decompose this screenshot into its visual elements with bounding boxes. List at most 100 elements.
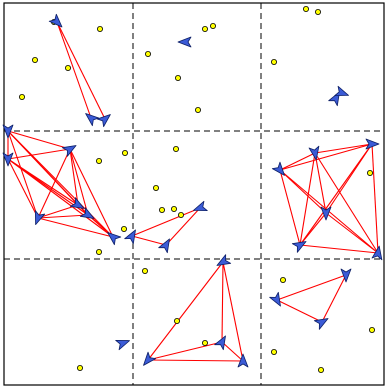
edge-line [321, 274, 347, 323]
edge-line [165, 207, 201, 246]
agent-marker [313, 318, 329, 330]
point-marker [177, 211, 184, 218]
agent-marker [85, 113, 100, 127]
point-marker [96, 248, 103, 255]
agent-marker [271, 161, 285, 176]
edge-line [37, 204, 79, 219]
point-marker [209, 22, 216, 29]
agent-marker [371, 245, 383, 261]
agent-arrow-icon [85, 113, 100, 127]
edge-line [7, 158, 114, 238]
agent-marker [48, 13, 63, 28]
edge-line [299, 152, 316, 246]
agent-marker [291, 241, 307, 253]
point-marker [65, 65, 72, 72]
agent-arrow-icon [214, 335, 226, 351]
edge-line [7, 130, 71, 150]
edge-line [314, 152, 327, 214]
edge-line [279, 169, 301, 246]
agent-marker [34, 210, 46, 225]
edge-line [147, 359, 244, 362]
agent-marker [269, 291, 281, 307]
edge-line [299, 244, 379, 254]
point-marker [144, 51, 151, 58]
point-marker [170, 205, 177, 212]
point-marker [194, 107, 201, 114]
agent-arrow-icon [177, 36, 192, 48]
agent-marker [61, 145, 77, 157]
agent-marker [107, 232, 122, 246]
agent-arrow-icon [237, 353, 249, 368]
agent-arrow-icon [115, 339, 130, 351]
edge-line [131, 235, 167, 246]
point-marker [18, 94, 25, 101]
edge-line [325, 212, 379, 254]
points [18, 6, 375, 373]
agent-arrow-icon [107, 232, 122, 246]
edge-line [56, 21, 92, 119]
agent-marker [340, 268, 352, 283]
point-marker [32, 57, 39, 64]
edge-line [279, 143, 373, 171]
edge-line [37, 148, 71, 219]
edges [7, 21, 379, 362]
agent-arrow-icon [34, 210, 46, 225]
edge-line [279, 152, 316, 171]
agent-arrow-icon [48, 13, 63, 28]
edge-line [131, 207, 201, 237]
agents [2, 13, 383, 368]
point-marker [97, 25, 104, 32]
point-marker [173, 317, 180, 324]
edge-line [37, 217, 114, 238]
edge-line [7, 130, 114, 238]
grid-lines [4, 3, 384, 385]
agent-marker [237, 353, 249, 368]
point-marker [201, 25, 208, 32]
agent-arrow-icon [216, 254, 232, 266]
edge-line [147, 341, 223, 361]
point-marker [314, 8, 321, 15]
edge-line [69, 148, 79, 206]
agent-arrow-icon [371, 245, 383, 261]
edge-line [221, 341, 244, 362]
point-marker [172, 145, 179, 152]
edge-line [56, 21, 106, 120]
agent-marker [69, 197, 85, 209]
edge-line [37, 214, 89, 219]
agent-arrow-icon [334, 85, 349, 97]
agent-arrow-icon [291, 241, 307, 253]
agent-marker [143, 351, 157, 366]
agent-marker [193, 200, 208, 212]
agent-marker [79, 207, 95, 219]
agent-arrow-icon [2, 124, 14, 139]
edge-line [276, 299, 323, 323]
point-marker [122, 149, 129, 156]
point-marker [317, 366, 324, 373]
point-marker [141, 267, 148, 274]
edge-line [221, 261, 224, 343]
agent-arrow-icon [269, 291, 281, 307]
agent-arrow-icon [320, 206, 332, 221]
agent-arrow-icon [193, 200, 208, 212]
edge-line [147, 261, 224, 361]
edge-line [222, 261, 244, 362]
point-marker [174, 75, 181, 82]
point-marker [279, 276, 286, 283]
agent-marker [320, 206, 332, 221]
agent-arrow-icon [158, 238, 170, 254]
edge-line [7, 148, 71, 160]
agent-arrow-icon [308, 145, 320, 161]
agent-marker [2, 152, 14, 167]
agent-marker [308, 145, 320, 161]
edge-line [276, 274, 347, 301]
agent-arrow-icon [2, 152, 14, 167]
point-marker [152, 184, 159, 191]
point-marker [270, 59, 277, 66]
point-marker [121, 225, 128, 232]
agent-marker [96, 114, 111, 128]
agent-marker [214, 335, 226, 351]
agent-arrow-icon [143, 351, 157, 366]
agent-arrow-icon [365, 138, 380, 150]
